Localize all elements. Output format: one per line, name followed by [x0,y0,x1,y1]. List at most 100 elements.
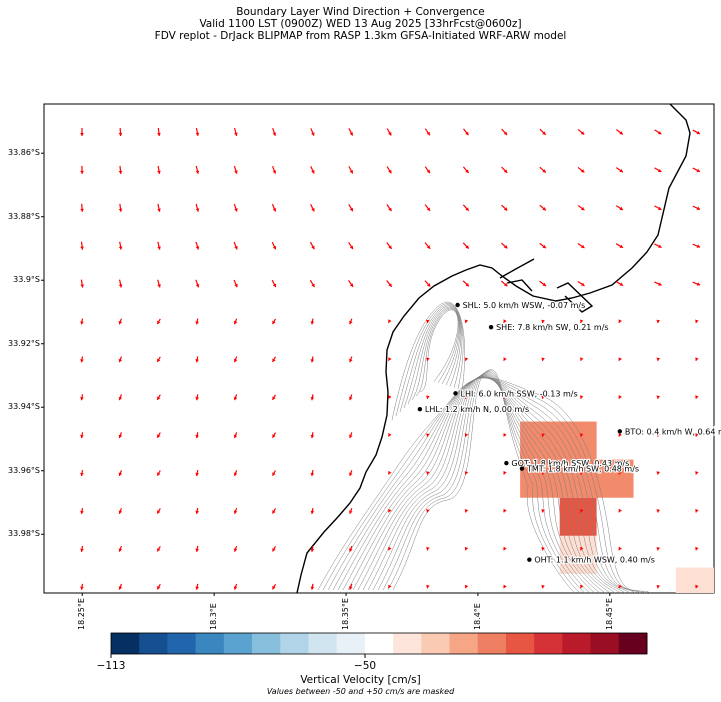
valid-time: Valid 1100 LST (0900Z) WED 13 Aug 2025 [… [199,18,522,30]
wind-arrow [349,470,353,477]
wind-arrow [615,167,624,173]
wind-arrow [80,394,84,401]
wind-arrow [618,470,622,475]
wind-arrow [615,281,624,287]
wind-arrow [618,546,622,551]
wind-arrow [656,319,661,324]
wind-arrow [157,203,161,212]
wind-arrow [349,356,353,363]
wind-arrow [157,279,161,288]
terrain-contour [399,304,463,413]
wind-arrow [501,204,508,212]
station-label: BTO: 0.4 km/h W, 0.64 m/s [625,427,721,436]
wind-arrow [195,203,200,212]
wind-arrow [309,279,315,288]
wind-arrow [348,242,354,250]
lon-tick-label: 18.35°E [341,598,351,630]
wind-arrow [195,470,200,477]
wind-arrow [80,545,84,552]
wind-arrow [692,129,701,135]
wind-arrow [233,356,238,363]
wind-arrow [386,280,393,288]
terrain-contour [367,373,601,594]
wind-arrow [462,242,470,249]
wind-arrow [156,508,161,514]
terrain-contour [322,377,646,594]
wind-arrow [387,546,392,551]
wind-arrow [695,433,699,437]
wind-arrow [695,357,699,362]
wind-arrow [654,129,662,135]
wind-arrow [80,165,84,174]
wind-arrow [310,545,315,552]
wind-arrow [464,584,469,589]
wind-arrow [195,165,200,174]
wind-arrow [579,508,584,513]
wind-arrow [233,432,238,439]
wind-arrow [195,318,200,325]
wind-arrow [503,433,507,437]
lat-tick-label: 33.96°S [8,465,40,475]
coastline [296,103,691,594]
terrain-contour [391,302,465,421]
wind-arrow [579,319,584,324]
wind-arrow [118,318,123,325]
wind-arrow [616,129,624,135]
lat-tick-label: 33.86°S [8,148,40,158]
wind-arrow [656,471,661,475]
wind-arrow [157,127,161,137]
wind-arrow [695,395,699,399]
map-frame [43,103,715,594]
wind-arrow [349,545,353,552]
map-title: Boundary Layer Wind Direction + Converge… [236,6,485,18]
wind-arrow [387,357,392,361]
terrain-contour [377,372,591,594]
wind-arrow [233,394,238,401]
wind-arrow [157,241,161,250]
wind-arrow [656,509,661,513]
wind-arrow [695,584,699,589]
wind-arrow [577,242,585,249]
wind-arrow [503,357,507,361]
wind-arrow [349,432,353,439]
station-label: SHL: 5.0 km/h WSW, -0.07 m/s [463,301,586,310]
wind-arrow [539,204,547,211]
wind-arrow [271,546,277,552]
wind-arrow [656,547,661,551]
wind-arrow [541,471,545,475]
wind-arrow [80,356,84,363]
wind-arrow [233,583,238,590]
wind-arrow [386,204,392,212]
wind-arrow [503,508,507,513]
lon-tick-label: 18.45°E [604,598,614,630]
wind-arrow [271,508,277,514]
wind-arrow [654,281,662,286]
convergence-cell [675,567,714,593]
wind-arrow [654,243,662,249]
wind-arrow [541,585,545,589]
wind-arrow [426,509,430,513]
lat-tick-label: 33.9°S [13,275,40,285]
harbour-breakwater [499,258,594,313]
wind-arrow [271,241,277,250]
wind-arrow [272,128,277,136]
terrain-contour [419,309,459,393]
wind-arrow [157,165,161,174]
wind-arrow [310,470,315,477]
wind-arrow [387,584,392,589]
wind-arrow [579,471,584,475]
wind-arrow [503,319,507,324]
wind-arrow [424,128,431,136]
wind-arrow [271,470,277,476]
station-label: TMT: 1.8 km/h SW, 0.48 m/s [526,465,639,474]
terrain-contour [372,373,596,594]
wind-arrow [118,394,123,401]
wind-arrow [656,433,661,437]
lat-tick-label: 33.98°S [8,529,40,539]
wind-arrow [656,395,661,399]
wind-arrow [233,127,238,137]
wind-arrow [310,583,315,590]
wind-arrow [695,508,699,513]
wind-arrow [577,128,585,136]
wind-arrow [195,356,200,363]
